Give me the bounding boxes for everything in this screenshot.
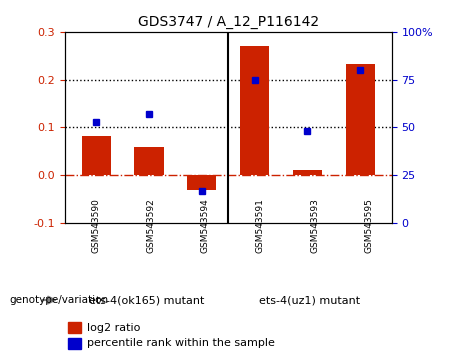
Text: ets-4(ok165) mutant: ets-4(ok165) mutant [89, 295, 204, 305]
Bar [68, 338, 81, 349]
Text: GSM543591: GSM543591 [255, 199, 265, 253]
Text: genotype/variation: genotype/variation [9, 295, 108, 305]
Text: GSM543593: GSM543593 [310, 199, 319, 253]
Bar [293, 171, 322, 175]
Bar [68, 322, 81, 333]
Text: GSM543592: GSM543592 [147, 199, 155, 253]
Bar [240, 46, 269, 175]
Bar [135, 147, 164, 175]
Text: GSM543594: GSM543594 [201, 199, 210, 253]
Text: GSM543590: GSM543590 [92, 199, 101, 253]
Bar [187, 175, 216, 190]
Text: log2 ratio: log2 ratio [87, 322, 140, 332]
Title: GDS3747 / A_12_P116142: GDS3747 / A_12_P116142 [138, 16, 319, 29]
Text: percentile rank within the sample: percentile rank within the sample [87, 338, 275, 348]
Bar [82, 136, 111, 175]
Bar [346, 64, 375, 175]
Text: GSM543595: GSM543595 [365, 199, 373, 253]
Text: ets-4(uz1) mutant: ets-4(uz1) mutant [260, 295, 361, 305]
